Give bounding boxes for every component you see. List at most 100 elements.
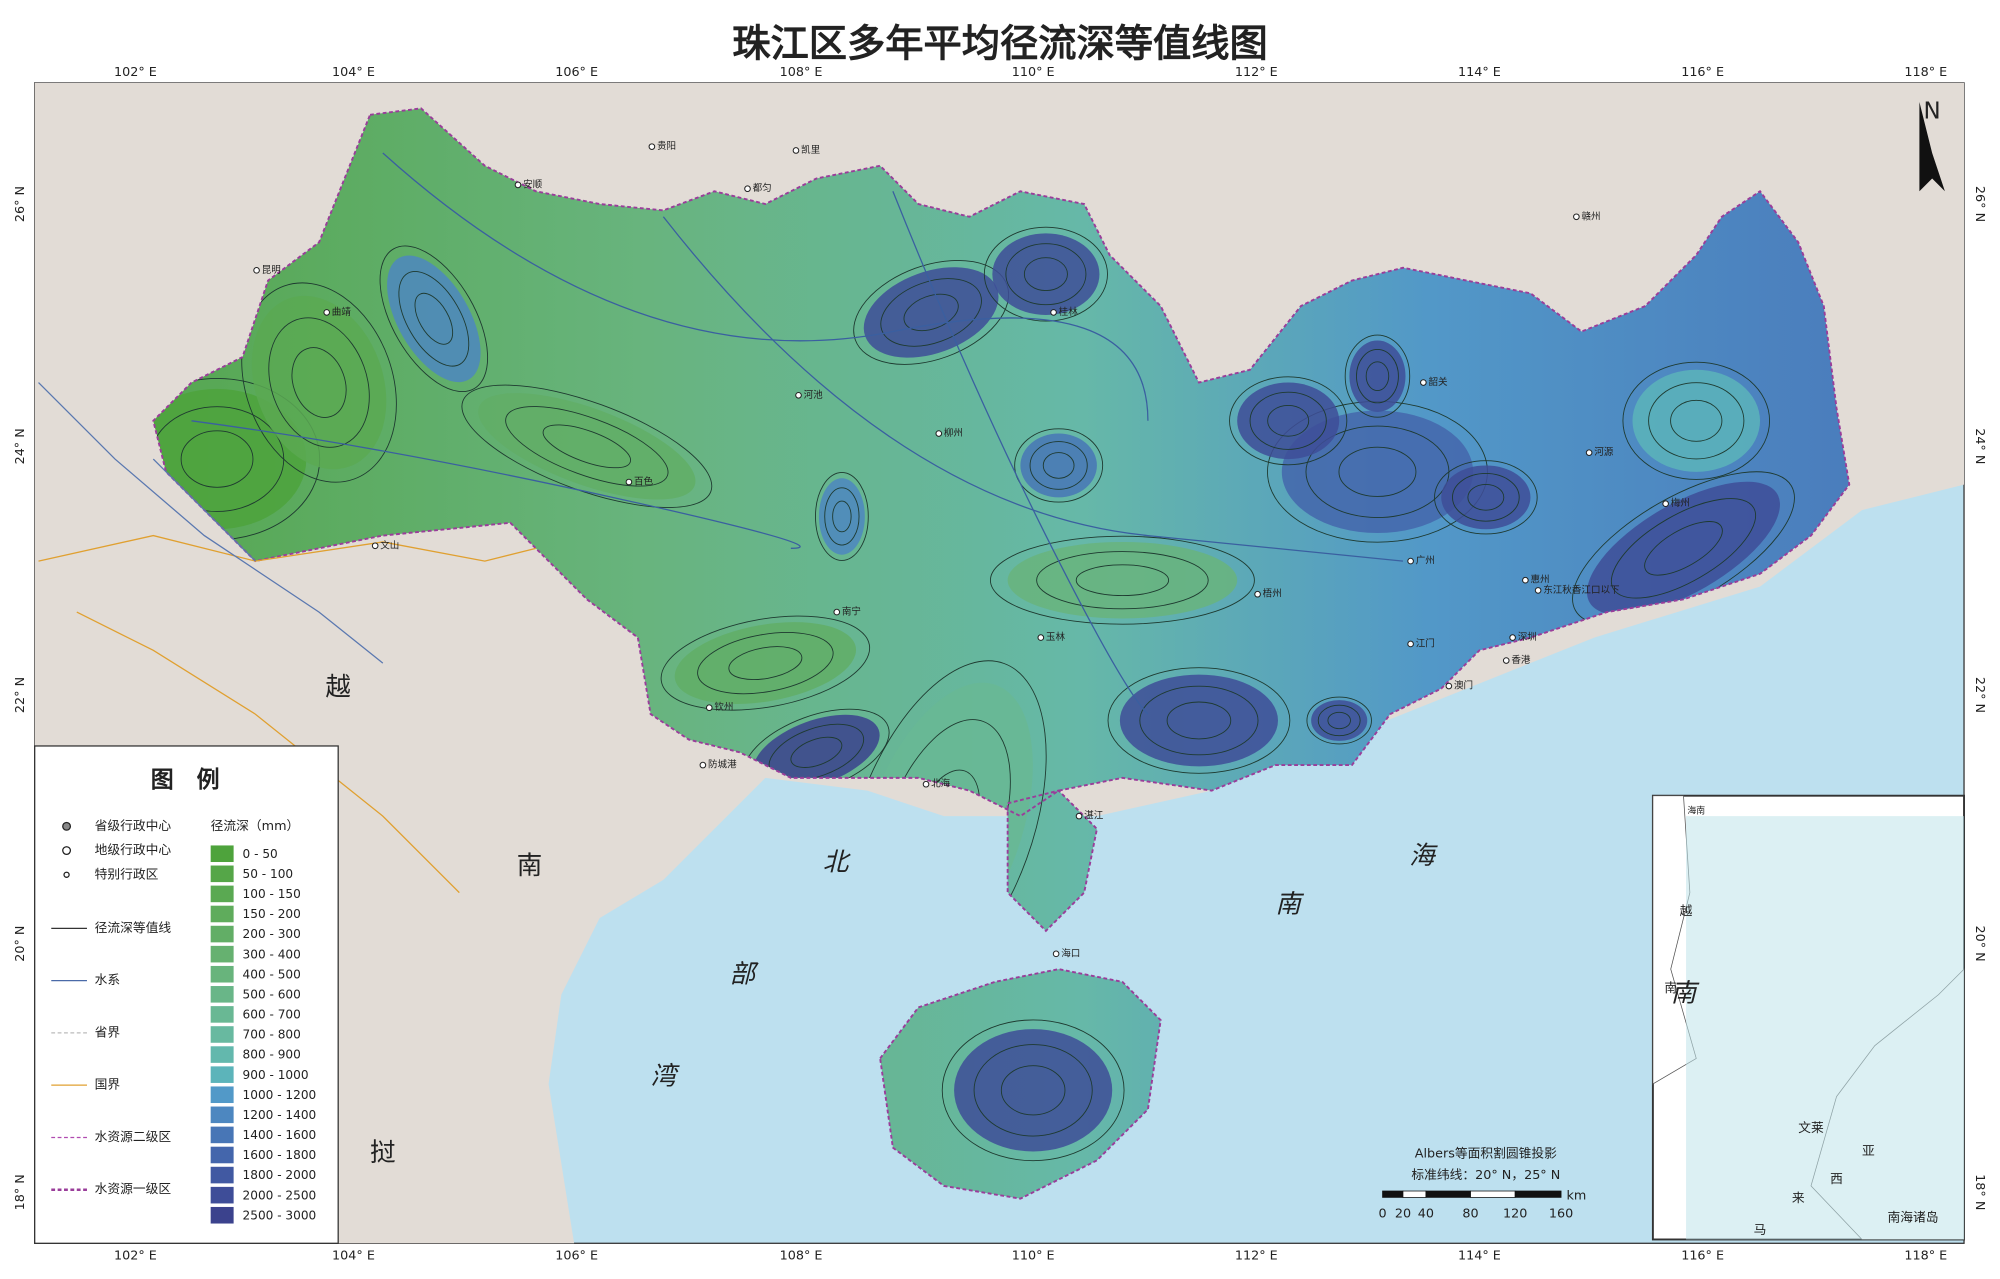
longitude-label: 102° E [114,1249,157,1264]
legend-swatch [210,1186,234,1204]
legend-label: 国界 [95,1078,121,1093]
contour-line [880,278,982,347]
longitude-label: 106° E [555,1249,598,1264]
contour-line [291,347,347,418]
sea-label: 部 [730,960,759,990]
place-marker [1420,379,1427,386]
contour-line [505,406,669,487]
place-label: 桂林 [1059,306,1079,318]
map-title: 珠江区多年平均径流深等值线图 [732,21,1268,66]
place-marker [371,542,379,550]
place-marker [1502,657,1510,664]
place-label: 河池 [804,389,824,401]
place-label: 凯里 [801,144,821,156]
longitude-label: 112° E [1235,65,1278,80]
contour-line [983,226,1108,322]
runoff-zone [992,233,1100,315]
contour-line [379,245,489,393]
place-label: 香港 [1511,654,1531,666]
longitude-label: 110° E [1012,1249,1055,1264]
latitude-label: 22° N [1972,677,1987,713]
legend-box [34,745,339,1244]
runoff-zone [1311,700,1368,741]
runoff-zone [478,393,696,500]
place-marker [744,185,751,193]
inset-label: 西 [1830,1172,1843,1187]
place-marker [1509,634,1516,641]
legend-class-label: 200 - 300 [243,927,301,941]
sea-label: 北 [823,847,851,877]
legend-swatch [210,845,234,863]
scale-bar-segment [1514,1190,1562,1198]
contour-line [1670,399,1723,442]
legend-swatch [210,1146,234,1164]
place-label: 梅州 [1671,497,1690,509]
legend-swatch [210,1086,234,1104]
legend-class-label: 800 - 900 [243,1048,301,1062]
contour-line [1622,361,1771,480]
runoff-zone [1119,674,1278,767]
contour-line [1344,334,1411,418]
scale-tick-label: 40 [1418,1206,1434,1221]
scale-tick-label: 20 [1395,1206,1411,1221]
legend-class-label: 150 - 200 [243,907,301,921]
longitude-label: 102° E [114,65,157,80]
legend-class-label: 50 - 100 [243,867,294,881]
legend-swatch [210,865,234,883]
legend-class-label: 300 - 400 [243,947,301,961]
legend-class-label: 1800 - 2000 [243,1168,317,1182]
legend-label: 省界 [95,1025,121,1040]
place-label: 昆明 [262,265,281,276]
national-border [38,534,536,894]
legend-swatch [210,885,234,903]
legend-symbol [62,821,72,831]
place-marker [705,704,713,712]
inset-label: 马 [1754,1223,1767,1238]
runoff-zone [1007,541,1238,619]
place-label: 柳州 [944,427,963,439]
inset-label: 亚 [1862,1144,1875,1159]
place-label: 河源 [1594,446,1614,458]
scale-tick-label: 160 [1549,1206,1573,1221]
place-label: 文山 [380,539,399,551]
legend-swatch [210,1006,234,1023]
runoff-zone [1349,340,1406,412]
inset-label: 南海诸岛 [1888,1209,1939,1225]
place-label: 海口 [1061,947,1080,959]
runoff-zone [1632,369,1761,472]
runoff-zone [753,714,880,790]
contour-line [241,282,397,483]
runoff-zone [1441,465,1531,530]
contour-line [1229,376,1348,466]
scale-tick-label: 80 [1462,1206,1478,1221]
longitude-label: 110° E [1012,65,1055,80]
inset-label: 海南 [1687,805,1705,817]
place-label: 贵阳 [657,140,676,152]
place-label: 防城港 [708,759,737,771]
latitude-label: 18° N [1972,1174,1987,1210]
legend-swatch [210,986,234,1003]
longitude-label: 108° E [780,65,823,80]
place-label: 曲靖 [332,306,352,318]
projection-note: 标准纬线：20° N，25° N [1411,1168,1560,1183]
place-label: 梧州 [1263,588,1282,600]
place-label: 广州 [1416,555,1435,567]
place-marker [514,181,522,189]
contour-line [1166,701,1232,740]
contour-line [973,1044,1093,1137]
contour-line [1610,498,1757,599]
place-label: 北海 [931,778,951,790]
inset-label: 文莱 [1798,1121,1824,1136]
runoff-zone [1237,382,1340,460]
place-label: 韶关 [1428,376,1448,388]
legend-class-label: 1600 - 1800 [243,1148,317,1162]
longitude-label: 116° E [1681,65,1724,80]
place-marker [699,761,707,769]
longitude-label: 118° E [1904,65,1947,80]
longitude-label: 106° E [555,65,598,80]
legend-swatch [210,1046,234,1063]
place-label: 江门 [1416,637,1435,649]
scale-bar-segment [1425,1190,1471,1198]
place-marker [1407,557,1414,565]
legend-swatch [210,1106,234,1124]
